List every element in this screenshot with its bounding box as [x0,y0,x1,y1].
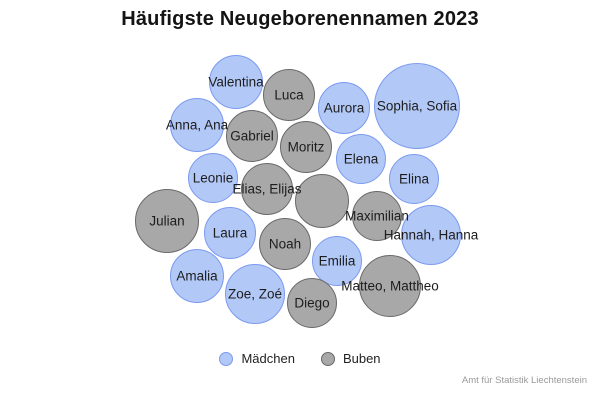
legend-label-buben: Buben [342,351,381,366]
bubble-sophia-sofia[interactable] [374,63,460,149]
bubble-elias-elijas[interactable] [241,163,293,215]
bubble-amalia[interactable] [170,249,224,303]
bubble-julian[interactable] [135,189,199,253]
legend-label-mädchen: Mädchen [241,351,295,366]
bubble-anna-ana[interactable] [170,98,224,152]
legend-swatch-buben [320,351,335,366]
legend-item-mädchen[interactable]: Mädchen [219,351,295,366]
bubble-zoe-zoé[interactable] [225,264,285,324]
bubble-unlabeled[interactable] [295,174,349,228]
legend-swatch-mädchen [219,351,234,366]
bubble-laura[interactable] [204,207,256,259]
chart-title: Häufigste Neugeborenennamen 2023 [121,8,479,30]
bubble-matteo-mattheo[interactable] [359,255,421,317]
bubble-moritz[interactable] [280,121,332,173]
source-credit: Amt für Statistik Liechtenstein [461,375,587,386]
legend-item-buben[interactable]: Buben [320,351,381,366]
bubble-diego[interactable] [287,278,337,328]
bubble-maximilian[interactable] [352,191,402,241]
bubble-emilia[interactable] [312,236,362,286]
bubble-noah[interactable] [259,218,311,270]
bubble-elena[interactable] [336,134,386,184]
bubble-elina[interactable] [389,154,439,204]
bubble-hannah-hanna[interactable] [401,205,461,265]
bubble-valentina[interactable] [209,55,263,109]
bubble-gabriel[interactable] [226,110,278,162]
legend: Mädchen Buben [0,351,600,366]
bubble-luca[interactable] [263,69,315,121]
bubble-aurora[interactable] [318,82,370,134]
bubble-leonie[interactable] [188,153,238,203]
